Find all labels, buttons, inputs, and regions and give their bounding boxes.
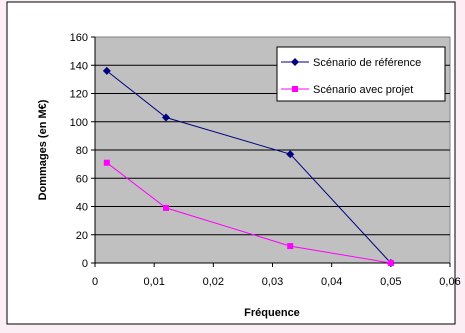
x-tick-label: 0,04 [321,276,342,288]
y-tick-label: 140 [70,60,88,72]
series-layer [102,66,395,267]
x-tick-label: 0 [92,276,98,288]
series-line-project [106,162,391,264]
y-tick-label: 0 [82,258,88,270]
x-tick-label: 0,03 [262,276,283,288]
x-tick-label: 0,02 [203,276,224,288]
grid [95,64,450,236]
x-tick-label: 0,06 [439,276,460,288]
data-point-reference [102,66,111,75]
x-tick-label: 0,01 [143,276,164,288]
y-tick-label: 120 [70,89,88,101]
data-point-project [163,204,169,211]
y-tick-label: 40 [76,202,88,214]
legend-box [276,46,446,102]
y-tick-label: 160 [70,32,88,44]
legend: Scénario de référence Scénario avec proj… [276,46,446,102]
legend-marker-reference [291,58,299,66]
legend-marker-project [292,86,298,92]
legend-label-project: Scénario avec projet [313,84,413,96]
data-point-reference [162,113,170,122]
y-tick-label: 100 [70,117,88,129]
data-point-reference [286,150,295,159]
y-tick-label: 60 [76,173,88,185]
y-axis-title: Dommages (en M€) [37,99,49,200]
x-tick-label: 0,05 [380,276,401,288]
legend-label-reference: Scénario de référence [313,57,421,69]
data-point-project [103,159,110,166]
y-tick-label: 80 [76,145,88,157]
series-line-reference [106,70,392,264]
y-tick-labels: 0 20 40 60 80 100 120 140 160 [70,32,88,270]
x-axis-title: Fréquence [244,307,300,319]
x-tick-labels: 0 0,01 0,02 0,03 0,04 0,05 0,06 [92,276,461,288]
data-point-project [287,243,294,250]
y-tick-label: 20 [76,230,88,242]
data-point-project [387,260,394,266]
